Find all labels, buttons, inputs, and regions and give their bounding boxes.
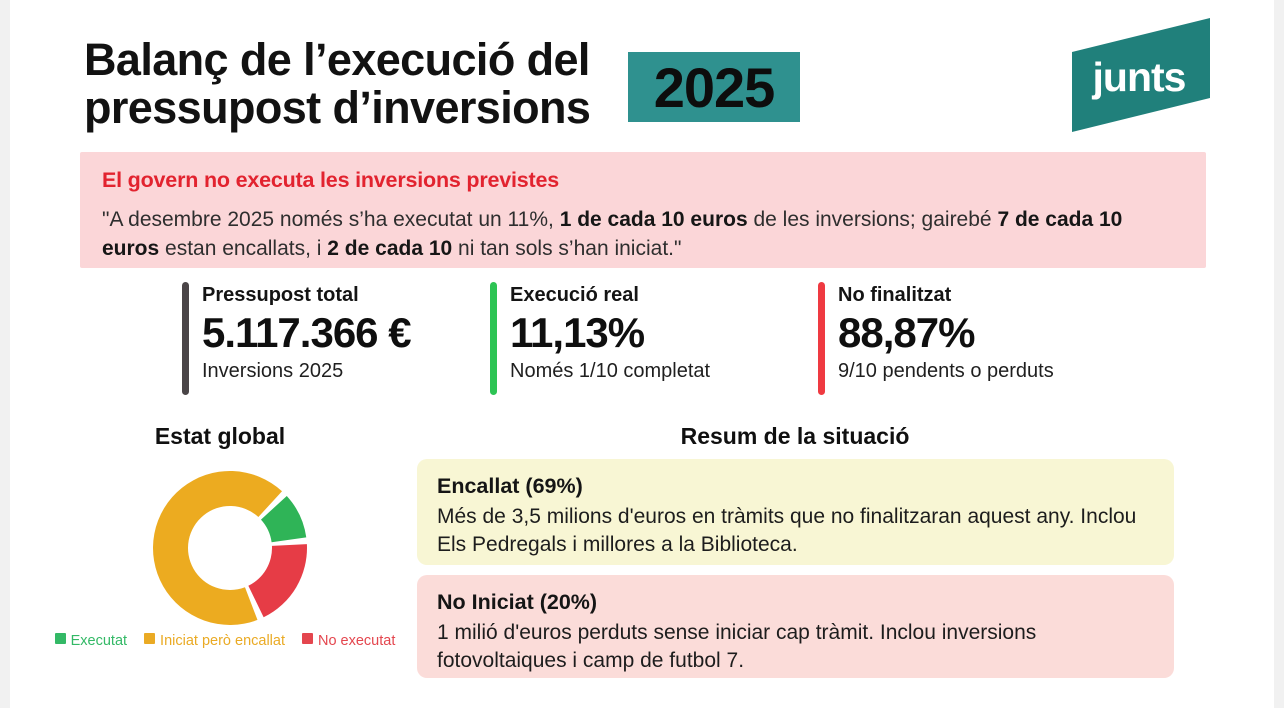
alert-box: El govern no executa les inversions prev… bbox=[80, 152, 1206, 268]
stat-label: No finalitzat bbox=[838, 284, 952, 306]
stat-bar bbox=[818, 282, 825, 395]
junts-logo-text: junts bbox=[1092, 54, 1186, 100]
legend-label: No executat bbox=[317, 633, 396, 649]
page-edge-right bbox=[1274, 0, 1284, 708]
year-badge: 2025 bbox=[628, 52, 800, 122]
summary-box-encallat: Encallat (69%) Més de 3,5 milions d'euro… bbox=[417, 459, 1174, 565]
quote-bold-segment: 7 de cada 10 euros bbox=[102, 208, 1123, 260]
quote-segment: ni tan sols s’han iniciat." bbox=[452, 236, 682, 260]
junts-logo: junts bbox=[1072, 18, 1210, 132]
stat-value: 11,13% bbox=[510, 309, 645, 356]
page-title: Balanç de l’execució del pressupost d’in… bbox=[84, 34, 591, 133]
summary-box-title: Encallat (69%) bbox=[437, 474, 583, 498]
legend-label: Executat bbox=[70, 633, 128, 649]
legend-item-no-executat: No executat bbox=[301, 633, 396, 650]
stat-no-finalitzat: No finalitzat 88,87% 9/10 pendents o per… bbox=[818, 282, 1054, 395]
stat-label: Execució real bbox=[510, 284, 639, 306]
alert-heading: El govern no executa les inversions prev… bbox=[102, 168, 560, 192]
legend-label: Iniciat però encallat bbox=[160, 633, 285, 649]
quote-segment: de les inversions; gairebé bbox=[747, 208, 998, 231]
summary-box-no-iniciat: No Iniciat (20%) 1 milió d'euros perduts… bbox=[417, 575, 1174, 678]
legend-swatch-green bbox=[54, 633, 66, 644]
stat-value: 5.117.366 € bbox=[202, 309, 412, 356]
stat-execucio-real: Execució real 11,13% Només 1/10 completa… bbox=[490, 282, 710, 395]
summary-box-body: Més de 3,5 milions d'euros en tràmits qu… bbox=[437, 505, 1137, 556]
stat-sublabel: 9/10 pendents o perduts bbox=[838, 360, 1054, 382]
stat-sublabel: Només 1/10 completat bbox=[510, 360, 711, 382]
stat-text: Execució real 11,13% Només 1/10 completa… bbox=[510, 282, 710, 395]
summary-box-body: 1 milió d'euros perduts sense iniciar ca… bbox=[437, 621, 1037, 672]
legend-item-executat: Executat bbox=[54, 633, 128, 650]
quote-bold-segment: 2 de cada 10 bbox=[327, 236, 453, 260]
quote-segment: estan encallats, i bbox=[159, 236, 328, 260]
stat-text: Pressupost total 5.117.366 € Inversions … bbox=[202, 282, 412, 395]
stat-bar bbox=[490, 282, 497, 395]
summary-heading: Resum de la situació bbox=[680, 423, 910, 449]
estat-global-donut bbox=[152, 470, 307, 625]
donut-segment-iniciat-però-encallat bbox=[152, 470, 283, 625]
donut-segment-executat bbox=[260, 495, 307, 543]
stat-value: 88,87% bbox=[838, 309, 975, 356]
stat-pressupost-total: Pressupost total 5.117.366 € Inversions … bbox=[182, 282, 412, 395]
page-title-line2: pressupost d’inversions bbox=[84, 82, 591, 133]
quote-segment: "A desembre 2025 només s’ha executat un … bbox=[102, 208, 560, 231]
quote-bold-segment: 1 de cada 10 euros bbox=[559, 208, 748, 231]
stat-sublabel: Inversions 2025 bbox=[202, 360, 344, 382]
donut-chart-title: Estat global bbox=[154, 423, 286, 449]
junts-logo-shape bbox=[1072, 18, 1210, 132]
summary-box-title: No Iniciat (20%) bbox=[437, 590, 598, 614]
page-title-line1: Balanç de l’execució del bbox=[84, 34, 590, 85]
donut-segment-no-executat bbox=[248, 544, 307, 618]
legend-swatch-yellow bbox=[144, 633, 156, 644]
legend-swatch-red bbox=[301, 633, 313, 644]
donut-legend: Executat Iniciat però encallat No execut… bbox=[42, 633, 408, 650]
page-edge-left bbox=[0, 0, 10, 708]
alert-quote: "A desembre 2025 només s’ha executat un … bbox=[102, 206, 1128, 263]
stat-label: Pressupost total bbox=[202, 284, 359, 306]
legend-item-iniciat-pero-encallat: Iniciat però encallat bbox=[144, 633, 285, 650]
stat-text: No finalitzat 88,87% 9/10 pendents o per… bbox=[838, 282, 1054, 395]
stat-bar bbox=[182, 282, 189, 395]
